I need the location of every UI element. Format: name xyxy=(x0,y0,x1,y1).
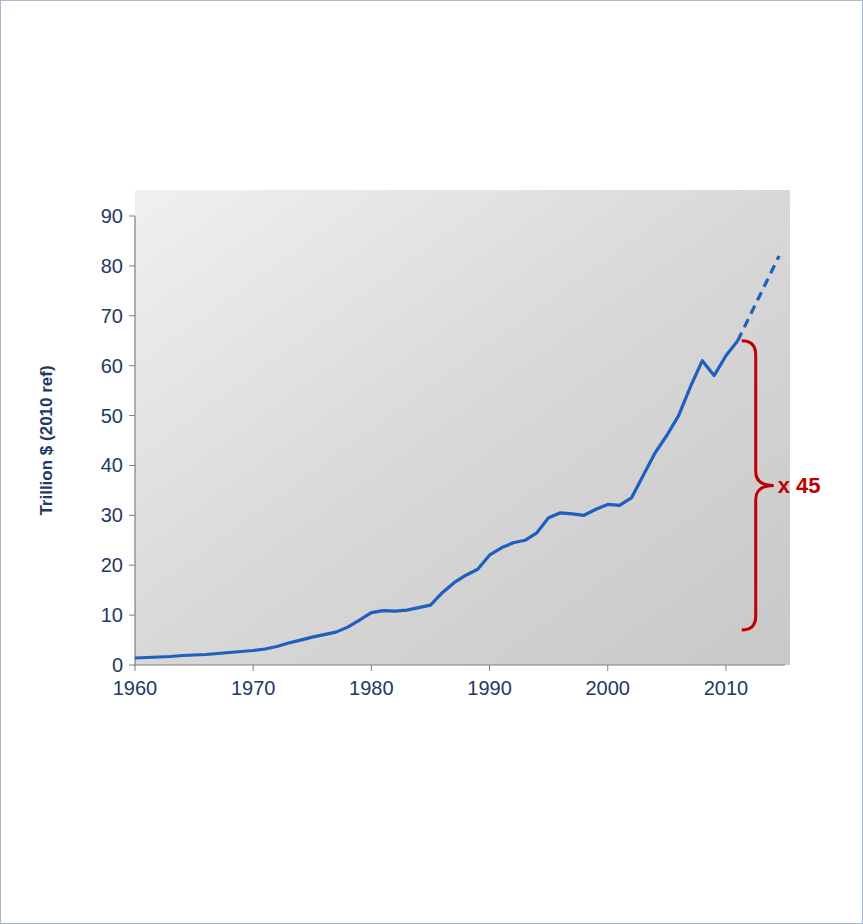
annotation-label: x 45 xyxy=(778,473,821,498)
x-tick-label: 1990 xyxy=(467,677,512,699)
x-tick xyxy=(135,665,136,671)
y-tick-label: 60 xyxy=(101,355,123,377)
x-tick-label: 2010 xyxy=(704,677,749,699)
x-tick-label: 1980 xyxy=(349,677,394,699)
y-tick-label: 0 xyxy=(112,654,123,676)
y-tick xyxy=(129,265,135,266)
series-line xyxy=(135,341,738,658)
x-tick-label: 1960 xyxy=(113,677,158,699)
y-axis xyxy=(134,216,135,665)
y-tick xyxy=(129,515,135,516)
y-tick xyxy=(129,365,135,366)
x-axis xyxy=(135,664,785,665)
y-tick-label: 20 xyxy=(101,554,123,576)
y-tick xyxy=(129,615,135,616)
y-tick-label: 90 xyxy=(101,205,123,227)
x-tick xyxy=(371,665,372,671)
photo-backdrop xyxy=(135,190,790,665)
series-line xyxy=(738,256,779,341)
y-tick xyxy=(129,465,135,466)
y-tick xyxy=(129,565,135,566)
x-tick xyxy=(489,665,490,671)
y-axis-title: Trillion $ (2010 ref) xyxy=(37,365,56,515)
x-tick xyxy=(253,665,254,671)
y-tick xyxy=(129,315,135,316)
y-tick-label: 40 xyxy=(101,454,123,476)
y-tick-label: 30 xyxy=(101,504,123,526)
y-tick xyxy=(129,415,135,416)
x-tick-label: 2000 xyxy=(585,677,630,699)
y-tick-label: 50 xyxy=(101,405,123,427)
x-tick xyxy=(725,665,726,671)
annotation-brace xyxy=(742,341,774,630)
x-tick xyxy=(607,665,608,671)
chart: 0 10 20 30 40 50 60 70 80 90 1960 1970 1980 1990 2000 2… xyxy=(0,0,863,924)
plot-marks xyxy=(135,256,779,658)
y-tick-label: 80 xyxy=(101,255,123,277)
y-tick-label: 70 xyxy=(101,305,123,327)
y-tick-label: 10 xyxy=(101,604,123,626)
y-tick xyxy=(129,216,135,217)
y-tick xyxy=(129,665,135,666)
x-tick-label: 1970 xyxy=(231,677,276,699)
page-frame xyxy=(1,1,863,924)
